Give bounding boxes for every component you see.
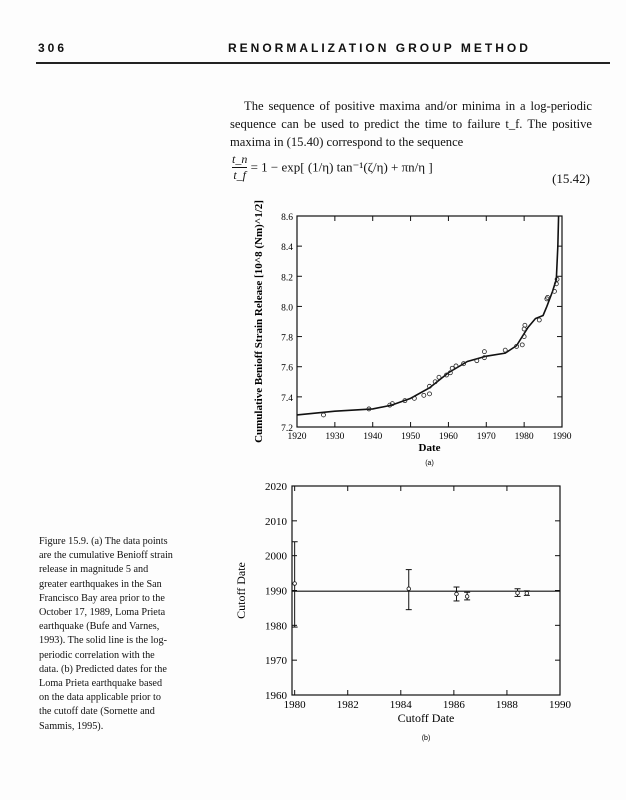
x-tick-label: 1988: [496, 699, 519, 711]
y-tick-label: 1980: [265, 620, 288, 632]
data-point: [432, 379, 438, 385]
y-axis-label: Cumulative Benioff Strain Release [10^8 …: [253, 200, 265, 443]
eq-lhs-num: t_n: [232, 152, 248, 168]
data-point: [366, 406, 372, 412]
panel-label: (a): [425, 460, 434, 467]
y-tick-label: 8.6: [281, 213, 293, 223]
x-tick-label: 1986: [443, 699, 466, 711]
equation-number: (15.42): [552, 171, 590, 186]
y-tick-label: 2010: [265, 516, 288, 528]
eq-rhs: = 1 − exp[ (1/η) tan⁻¹(ζ/η) + πn/η ]: [250, 159, 433, 175]
data-point: [514, 343, 519, 349]
data-point: [387, 402, 393, 408]
x-tick-label: 1980: [515, 432, 534, 442]
y-tick-label: 7.6: [281, 364, 293, 374]
y-tick-label: 8.2: [281, 273, 293, 283]
data-point: [447, 370, 453, 376]
data-point: [292, 581, 297, 586]
x-tick-label: 1950: [401, 432, 420, 442]
data-point: [453, 363, 459, 369]
data-point: [481, 349, 487, 355]
data-point: [421, 392, 427, 398]
data-point: [464, 594, 470, 599]
data-point: [411, 395, 417, 401]
data-point: [519, 342, 525, 348]
data-point: [321, 412, 326, 418]
body-paragraph: The sequence of positive maxima and/or m…: [230, 99, 592, 149]
data-point: [436, 374, 442, 380]
data-point: [536, 317, 542, 323]
data-point: [524, 591, 530, 596]
figure-caption: Figure 15.9. (a) The data points are the…: [39, 536, 173, 732]
data-point: [389, 401, 395, 407]
data-point: [521, 334, 527, 339]
x-tick-label: 1920: [288, 432, 307, 442]
data-point: [502, 347, 508, 353]
equation: t_n t_f = 1 − exp[ (1/η) tan⁻¹(ζ/η) + πn…: [232, 152, 433, 183]
x-tick-label: 1990: [553, 432, 572, 442]
y-tick-label: 7.8: [281, 334, 293, 344]
data-point: [427, 391, 432, 397]
x-tick-label: 1980: [284, 699, 307, 711]
header-rule: [36, 62, 610, 64]
y-tick-label: 1960: [265, 690, 288, 702]
data-point: [461, 361, 466, 367]
plot-frame: [291, 485, 561, 696]
y-tick-label: 1970: [265, 655, 288, 667]
y-axis-label: Cutoff Date: [234, 562, 248, 619]
page-number: 306: [38, 41, 68, 55]
data-point: [406, 586, 411, 591]
data-point: [554, 276, 560, 282]
x-tick-label: 1990: [549, 699, 572, 711]
y-tick-label: 7.4: [281, 394, 293, 404]
data-point: [402, 398, 408, 404]
data-point: [481, 355, 487, 361]
data-point: [553, 281, 559, 287]
plot-frame: [296, 215, 563, 428]
x-tick-label: 1960: [439, 432, 458, 442]
data-point: [521, 326, 527, 332]
y-tick-label: 8.4: [281, 243, 293, 253]
panel-label: (b): [422, 735, 431, 742]
data-point: [552, 288, 557, 294]
data-point: [454, 591, 459, 597]
running-title: RENORMALIZATION GROUP METHOD: [228, 41, 531, 55]
data-point: [444, 372, 449, 378]
data-point: [427, 383, 432, 389]
x-tick-label: 1930: [325, 432, 344, 442]
y-tick-label: 2020: [265, 481, 288, 493]
x-tick-label: 1970: [477, 432, 496, 442]
data-point: [545, 294, 551, 300]
x-tick-label: 1940: [363, 432, 382, 442]
y-tick-label: 7.2: [281, 424, 293, 434]
eq-lhs-den: t_f: [233, 168, 246, 182]
x-axis-label: Cutoff Date: [398, 711, 455, 725]
data-point: [449, 365, 455, 371]
data-point: [522, 322, 528, 328]
y-tick-label: 1990: [265, 586, 288, 598]
x-axis-label: Date: [419, 442, 441, 454]
data-point: [515, 590, 520, 596]
x-tick-label: 1984: [390, 699, 413, 711]
y-tick-label: 8.0: [281, 303, 293, 313]
x-tick-label: 1982: [337, 699, 359, 711]
data-point: [474, 358, 480, 364]
y-tick-label: 2000: [265, 551, 288, 563]
